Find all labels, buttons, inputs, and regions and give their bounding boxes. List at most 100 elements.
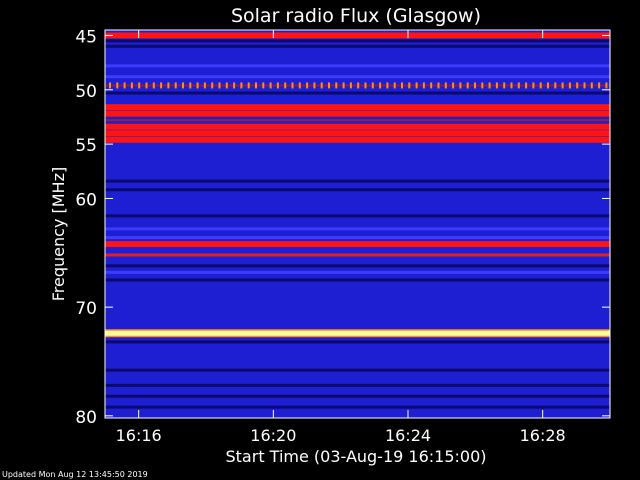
band-4 <box>105 75 610 79</box>
band-5-tick-14 <box>211 82 214 89</box>
band-5-tick-12 <box>196 82 199 89</box>
band-5-tick-28 <box>313 82 316 89</box>
y-tick-label-5: 80 <box>75 408 97 428</box>
band-5-tick-55 <box>510 82 513 89</box>
y-tick-label-0: 45 <box>75 27 97 47</box>
band-5-tick-25 <box>291 82 294 89</box>
band-5-tick-34 <box>357 82 360 89</box>
band-28 <box>105 394 610 398</box>
band-5-tick-46 <box>444 82 447 89</box>
band-5-tick-56 <box>517 82 520 89</box>
band-5-tick-0 <box>109 82 111 89</box>
band-5-tick-22 <box>269 82 272 89</box>
band-5-tick-11 <box>189 82 192 89</box>
y-tick-label-4: 70 <box>75 299 97 319</box>
band-5-tick-19 <box>247 82 250 89</box>
x-tick-label-1: 16:20 <box>250 426 296 445</box>
band-18 <box>105 236 610 240</box>
y-tick-label-1: 50 <box>75 82 97 102</box>
band-5-tick-63 <box>568 82 571 89</box>
band-5-tick-31 <box>335 82 338 89</box>
band-5-tick-1 <box>116 82 119 89</box>
band-29 <box>105 405 610 409</box>
band-5-tick-10 <box>182 82 184 89</box>
band-5-tick-6 <box>152 82 155 89</box>
band-5-tick-15 <box>218 82 221 89</box>
band-5-tick-60 <box>547 82 549 89</box>
band-16 <box>105 214 610 218</box>
band-5-tick-2 <box>123 82 126 89</box>
band-5-tick-5 <box>145 82 148 89</box>
band-2 <box>105 44 610 48</box>
band-20 <box>105 253 610 257</box>
plot-frame <box>104 29 611 419</box>
y-tick-label-3: 60 <box>75 190 97 210</box>
band-5-tick-39 <box>393 82 396 89</box>
band-5-tick-64 <box>576 82 579 89</box>
band-5-tick-62 <box>561 82 564 89</box>
band-5-tick-23 <box>276 82 279 89</box>
band-5-tick-16 <box>225 82 228 89</box>
band-5-tick-36 <box>371 82 374 89</box>
band-5-tick-32 <box>342 82 345 89</box>
band-5-tick-53 <box>495 82 498 89</box>
band-5-tick-7 <box>160 82 163 89</box>
band-5-tick-49 <box>466 82 469 89</box>
band-5-tick-65 <box>583 82 586 89</box>
band-19 <box>105 241 610 248</box>
band-5-tick-42 <box>415 82 418 89</box>
band-6 <box>105 91 610 95</box>
band-0 <box>105 32 610 39</box>
x-axis-label: Start Time (03-Aug-19 16:15:00) <box>226 447 487 466</box>
band-7 <box>105 104 610 111</box>
spectrogram-background <box>105 30 610 418</box>
band-27 <box>105 383 610 387</box>
band-14 <box>105 179 610 183</box>
band-26 <box>105 368 610 372</box>
band-10 <box>105 123 610 130</box>
band-5-tick-35 <box>364 82 367 89</box>
x-tick-label-0: 16:16 <box>116 426 162 445</box>
band-5-tick-17 <box>233 82 236 89</box>
band-5-tick-33 <box>349 82 352 89</box>
band-5-tick-48 <box>459 82 462 89</box>
y-axis-label: Frequency [MHz] <box>49 167 68 301</box>
band-5-tick-20 <box>255 82 257 89</box>
band-5-tick-24 <box>284 82 287 89</box>
band-13 <box>105 145 610 150</box>
band-5-tick-27 <box>306 82 309 89</box>
band-5-tick-13 <box>203 82 206 89</box>
band-5-tick-54 <box>503 82 506 89</box>
band-5-tick-59 <box>539 82 542 89</box>
band-15 <box>105 188 610 192</box>
band-23 <box>105 278 610 282</box>
band-1 <box>105 39 610 43</box>
band-22 <box>105 270 610 274</box>
band-5-tick-8 <box>167 82 170 89</box>
band-25 <box>105 340 610 344</box>
band-21 <box>105 264 610 268</box>
band-5-tick-44 <box>430 82 433 89</box>
band-5-tick-43 <box>422 82 425 89</box>
band-5-tick-57 <box>525 82 528 89</box>
x-tick-label-3: 16:28 <box>520 426 566 445</box>
chart-title: Solar radio Flux (Glasgow) <box>231 5 481 27</box>
band-5-tick-45 <box>437 82 440 89</box>
band-5-tick-52 <box>488 82 491 89</box>
band-5-tick-50 <box>474 82 476 89</box>
band-5-tick-9 <box>174 82 177 89</box>
band-5-tick-47 <box>452 82 455 89</box>
band-24 <box>105 330 610 336</box>
band-5-tick-61 <box>554 82 557 89</box>
updated-timestamp: Updated Mon Aug 12 13:45:50 2019 <box>2 470 148 479</box>
band-5-tick-51 <box>481 82 484 89</box>
band-5-tick-4 <box>138 82 141 89</box>
x-tick-label-2: 16:24 <box>385 426 431 445</box>
band-17 <box>105 227 610 231</box>
band-12 <box>105 136 610 143</box>
band-9 <box>105 119 610 122</box>
band-11 <box>105 130 610 137</box>
band-5-tick-67 <box>598 82 601 89</box>
